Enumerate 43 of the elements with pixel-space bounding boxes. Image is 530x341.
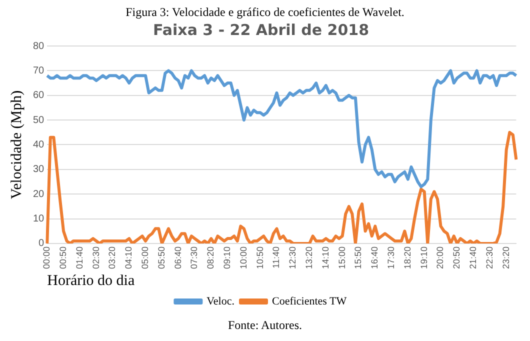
y-tick-label: 70 bbox=[33, 65, 45, 76]
x-tick-label: 00:50 bbox=[58, 246, 68, 270]
x-tick-label: 03:20 bbox=[107, 246, 118, 270]
x-tick-label: 15:50 bbox=[353, 246, 364, 270]
x-tick-label: 02:30 bbox=[90, 246, 101, 270]
x-tick-label: 10:00 bbox=[238, 246, 248, 270]
x-tick-label: 20:00 bbox=[435, 246, 446, 270]
x-tick-label: 17:30 bbox=[386, 246, 396, 270]
x-tick-label: 04:10 bbox=[124, 246, 134, 270]
x-tick-label: 15:00 bbox=[336, 246, 347, 270]
x-tick-label: 08:20 bbox=[206, 246, 216, 270]
x-tick-label: 14:10 bbox=[320, 246, 330, 270]
y-tick-label: 30 bbox=[33, 164, 45, 176]
y-tick-label: 10 bbox=[33, 214, 45, 225]
x-tick-label: 21:40 bbox=[468, 246, 478, 270]
x-tick-label: 05:50 bbox=[156, 246, 166, 270]
x-tick-label: 13:20 bbox=[304, 246, 314, 270]
x-tick-label: 12:30 bbox=[288, 246, 298, 270]
x-tick-label: 07:30 bbox=[189, 246, 200, 270]
x-tick-label: 06:40 bbox=[172, 246, 183, 270]
y-tick-label: 20 bbox=[33, 188, 45, 200]
x-tick-label: 01:40 bbox=[74, 246, 84, 270]
x-tick-label: 11:40 bbox=[271, 246, 282, 268]
y-tick-label: 40 bbox=[33, 139, 45, 150]
x-tick-label: 10:50 bbox=[254, 246, 265, 270]
y-tick-label: 50 bbox=[33, 114, 45, 126]
y-tick-label: 60 bbox=[33, 90, 45, 102]
x-tick-label: 19:10 bbox=[418, 246, 429, 270]
x-axis-title: Horário do dia bbox=[47, 272, 135, 289]
legend-label: Coeficientes TW bbox=[272, 295, 348, 308]
y-axis-title: Velocidade (Mph) bbox=[8, 90, 25, 200]
text: Figura 3: Velocidade e gráfico de coeficientes de Wavelet. bbox=[124, 4, 406, 20]
y-tick-label: 80 bbox=[33, 40, 45, 52]
legend-label: Veloc. bbox=[206, 295, 235, 308]
x-tick-label: 16:40 bbox=[370, 246, 380, 270]
x-tick-label: 23:20 bbox=[500, 246, 511, 270]
x-tick-label: 05:00 bbox=[140, 246, 150, 270]
x-tick-label: 09:10 bbox=[222, 246, 232, 270]
chart-title: Faixa 3 - 22 Abril de 2018 bbox=[153, 20, 369, 39]
source-note: Fonte: Autores. bbox=[227, 317, 303, 333]
x-tick-label: 18:20 bbox=[402, 246, 412, 270]
x-tick-label: 22:30 bbox=[484, 246, 494, 270]
x-tick-label: 20:50 bbox=[452, 246, 462, 270]
